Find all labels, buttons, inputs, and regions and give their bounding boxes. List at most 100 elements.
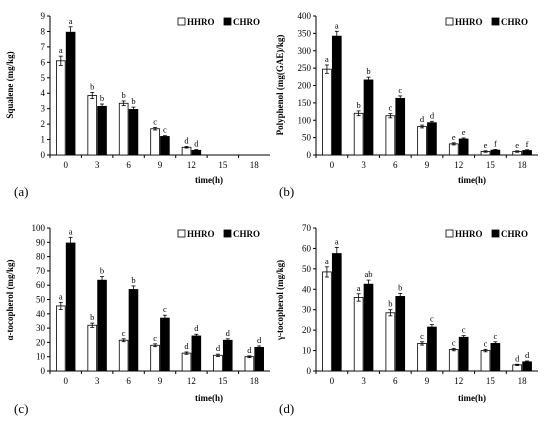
y-axis-title: Squalene (mg/kg) [5,51,15,118]
x-tick-label: 15 [218,376,228,386]
y-tick-label: 20 [36,337,46,347]
significance-letter: b [122,90,126,100]
significance-letter: b [90,81,94,91]
bar-hhro [56,305,66,372]
legend-label-hhro: HHRO [455,17,483,27]
legend-swatch-hhro [445,17,454,26]
significance-letter: b [100,93,104,103]
bar-chro [97,105,107,156]
significance-letter: e [462,127,466,137]
x-tick-label: 3 [95,376,100,386]
panel-label: (a) [14,184,28,199]
bar-hhro [181,352,192,372]
bar-hhro [322,68,332,156]
significance-letter: a [325,54,329,64]
bar-chro [128,289,139,372]
significance-letter: c [163,125,167,135]
x-tick-label: 6 [393,160,398,170]
x-tick-label: 0 [63,160,68,170]
bar-chro [458,336,469,372]
bar-chro [254,347,264,372]
y-tick-label: 90 [36,237,46,247]
significance-letter: c [153,117,157,127]
legend-label-hhro: HHRO [455,229,483,239]
x-tick-label: 15 [486,160,496,170]
bar-hhro [353,112,364,156]
significance-letter: d [247,345,252,355]
y-tick-label: 70 [302,223,312,233]
x-tick-label: 12 [454,376,463,386]
legend-swatch-hhro [177,229,186,238]
significance-letter: d [525,350,530,360]
y-tick-label: 100 [298,115,312,125]
legend-swatch-chro [223,17,232,26]
x-tick-label: 6 [126,160,131,170]
y-tick-label: 100 [32,223,46,233]
legend-label-hhro: HHRO [187,17,215,27]
bar-chro [522,361,532,372]
x-axis-title: time(h) [195,393,223,403]
panel-label: (b) [279,184,294,199]
significance-letter: c [153,333,157,343]
y-tick-label: 0 [41,150,46,160]
bar-chro [331,253,342,372]
legend-label-chro: CHRO [501,17,528,27]
significance-letter: c [122,328,126,338]
significance-letter: d [184,136,189,146]
significance-letter: d [515,353,520,363]
bar-hhro [480,350,491,372]
significance-letter: b [388,299,392,309]
bar-chro [363,79,374,156]
y-tick-label: 5 [41,73,46,83]
bar-chro [458,138,469,156]
y-tick-label: 3 [41,104,46,114]
x-tick-label: 18 [518,160,528,170]
legend-label-chro: CHRO [501,229,528,239]
bar-hhro [448,349,459,372]
x-tick-label: 12 [454,160,463,170]
bar-hhro [213,354,223,372]
bar-chro [160,317,170,372]
bar-chro [427,122,437,156]
x-tick-label: 9 [425,160,430,170]
y-tick-label: 300 [298,46,312,56]
significance-letter: b [131,96,135,106]
significance-letter: ab [364,269,372,279]
significance-letter: a [325,256,329,266]
legend-swatch-hhro [177,17,186,26]
x-tick-label: 18 [250,376,260,386]
y-tick-label: 400 [298,11,312,21]
y-tick-label: 9 [41,11,46,21]
bar-chro [331,35,342,156]
x-tick-label: 3 [95,160,100,170]
legend-swatch-chro [491,229,500,238]
significance-letter: d [194,323,199,333]
y-tick-label: 10 [36,352,46,362]
y-tick-label: 150 [298,98,312,108]
y-tick-label: 30 [36,323,46,333]
x-tick-label: 6 [393,376,398,386]
bar-hhro [322,271,332,372]
x-tick-label: 15 [218,160,228,170]
legend-label-chro: CHRO [233,229,260,239]
significance-letter: e [452,132,456,142]
bar-hhro [56,60,66,156]
y-axis-title: γ-tocopherol (mg/kg) [275,260,285,341]
x-tick-label: 0 [63,376,68,386]
significance-letter: a [69,16,73,26]
x-tick-label: 18 [250,160,260,170]
significance-letter: c [462,325,466,335]
significance-letter: c [493,331,497,341]
significance-letter: c [420,331,424,341]
y-tick-label: 50 [36,295,46,305]
y-axis-title: Polyphenol (mg(GAE)/kg) [275,35,285,136]
y-tick-label: 2 [41,119,46,129]
significance-letter: d [226,328,231,338]
y-tick-label: 50 [302,133,312,143]
significance-letter: d [420,114,425,124]
panel-label: (c) [14,401,28,416]
bar-hhro [118,102,129,156]
